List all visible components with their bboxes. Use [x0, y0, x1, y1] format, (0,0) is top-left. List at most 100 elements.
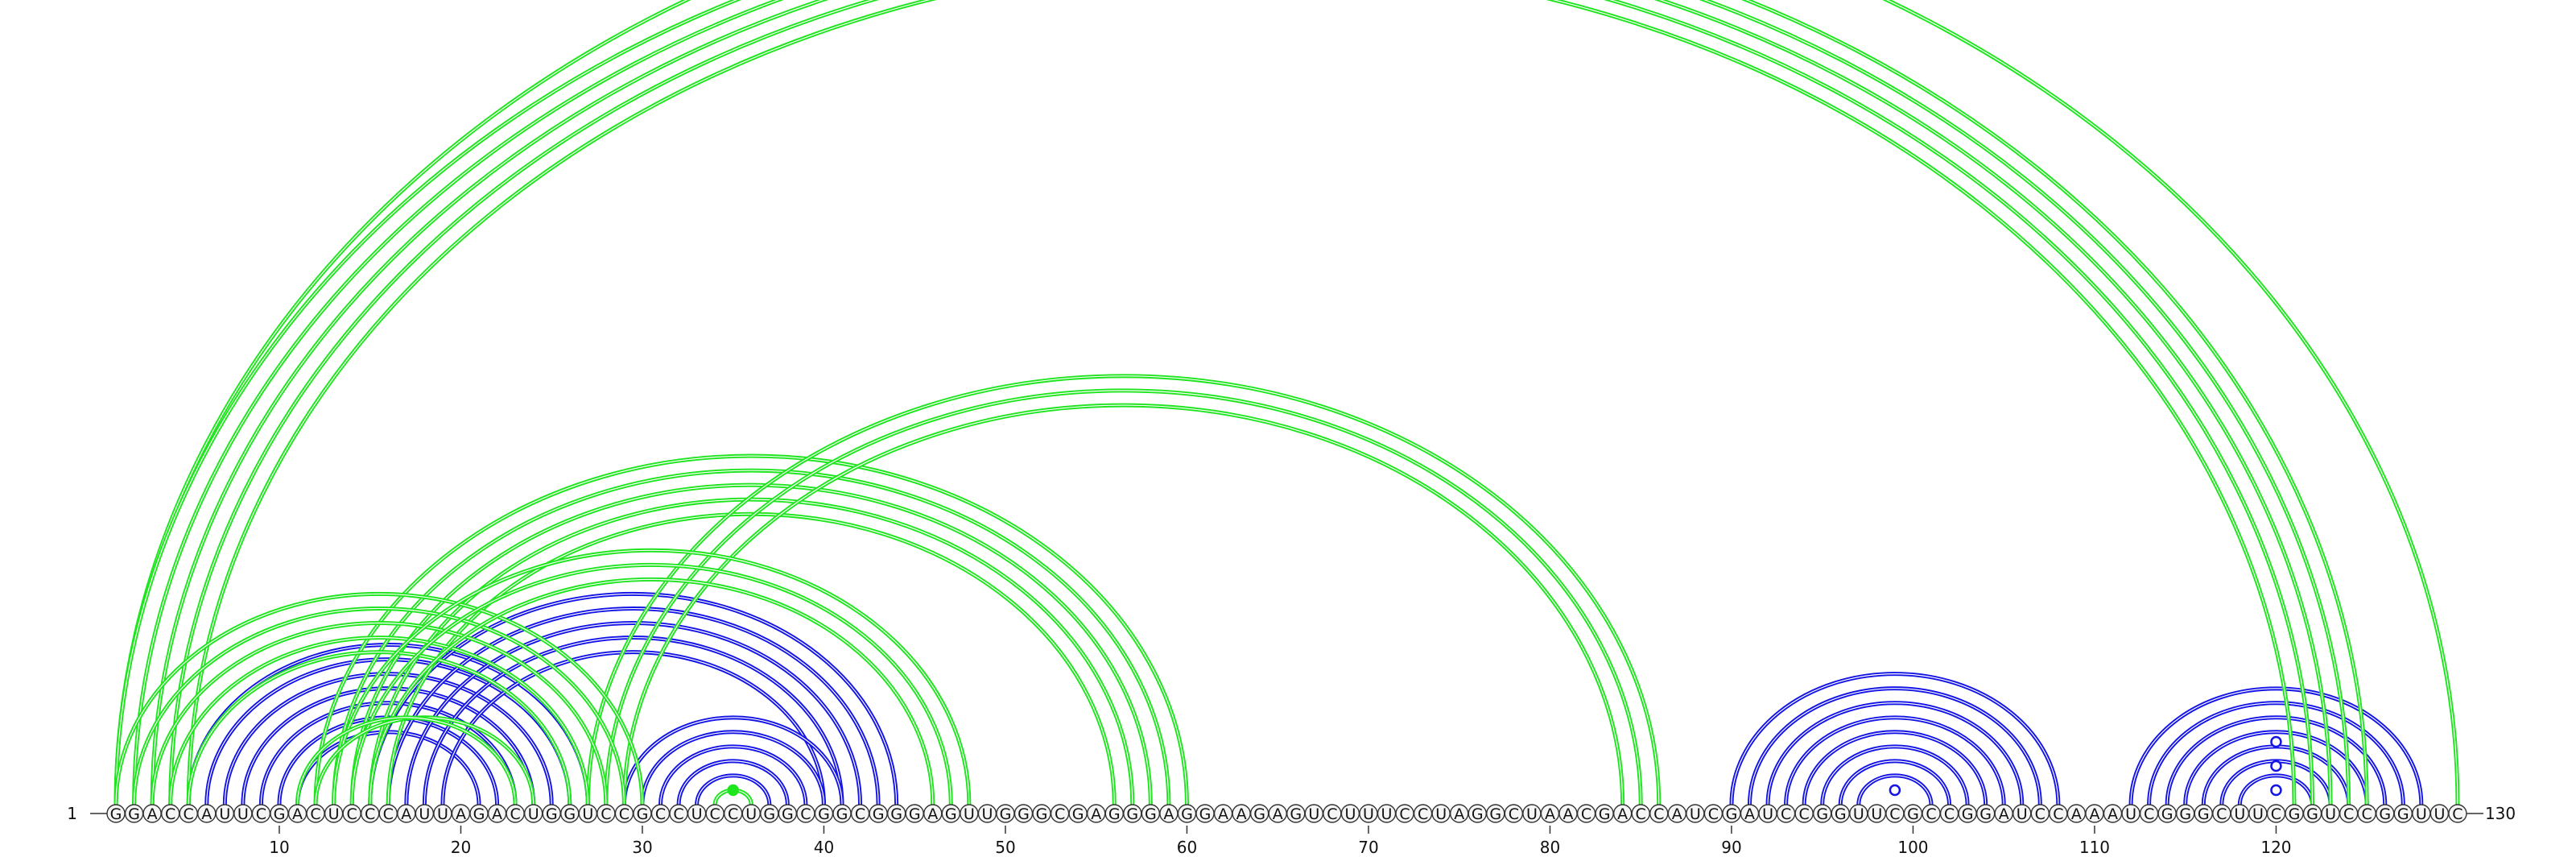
nucleotide-letter: G [1835, 805, 1847, 823]
nucleotide-letter: A [2071, 805, 2082, 823]
blue-pair-arc-core [2130, 688, 2422, 805]
nucleotide-letter: G [1036, 805, 1048, 823]
nucleotide: C [1776, 804, 1796, 823]
nucleotide-letter: A [1672, 805, 1682, 823]
nucleotide: C [2448, 804, 2467, 823]
nucleotide: G [886, 804, 906, 823]
nucleotide-letter: U [582, 805, 593, 823]
nucleotide-letter: G [1018, 805, 1030, 823]
nucleotide: A [1667, 804, 1687, 823]
tick-label: 20 [451, 838, 471, 857]
nucleotide-letter: C [1399, 805, 1410, 823]
nucleotide: G [106, 804, 126, 823]
nucleotide-letter: G [110, 805, 122, 823]
nucleotide-letter: A [401, 805, 411, 823]
nucleotide: C [179, 804, 198, 823]
nucleotide: G [1595, 804, 1614, 823]
nucleotide: C [2049, 804, 2068, 823]
nucleotide-letter: U [328, 805, 340, 823]
nucleotide-letter: G [2306, 805, 2318, 823]
nucleotide: G [1958, 804, 1977, 823]
green-pair-arc-core [115, 593, 643, 805]
pair-marker [727, 784, 739, 797]
nucleotide-letter: U [1762, 805, 1773, 823]
nucleotide: G [1812, 804, 1832, 823]
nucleotide-letter: U [2325, 805, 2336, 823]
nucleotide: C [669, 804, 688, 823]
nucleotide-letter: G [1199, 805, 1212, 823]
nucleotide-letter: C [655, 805, 666, 823]
blue-pair-arc-core [1803, 731, 1987, 805]
nucleotide-letter: G [1290, 805, 1302, 823]
nucleotide-letter: A [1273, 805, 1283, 823]
blue-pair-arc-core [2185, 731, 2368, 805]
nucleotide-letter: C [2144, 805, 2154, 823]
nucleotide-letter: A [1563, 805, 1574, 823]
nucleotide: U [741, 804, 761, 823]
nucleotide-letter: U [2416, 805, 2427, 823]
nucleotide-letter: G [2179, 805, 2191, 823]
nucleotide: U [523, 804, 543, 823]
nucleotide-letter: U [2434, 805, 2445, 823]
nucleotide-letter: A [1744, 805, 1755, 823]
nucleotide-letter: U [437, 805, 448, 823]
nucleotide-letter: G [564, 805, 576, 823]
nucleotide: U [960, 804, 979, 823]
nucleotide-letter: C [2362, 805, 2372, 823]
nucleotide-letter: U [1308, 805, 1319, 823]
nucleotide-letter: C [256, 805, 266, 823]
blue-pair-arc-core [678, 760, 788, 805]
nucleotide-letter: G [637, 805, 649, 823]
nucleotide-letter: U [419, 805, 430, 823]
green-pair-arc-core [605, 390, 1641, 805]
green-pair-arc-core [333, 470, 1170, 805]
nucleotide-letter: G [1181, 805, 1193, 823]
nucleotide: G [1249, 804, 1269, 823]
green-pair-arc-core [133, 0, 2350, 805]
nucleotide-letter: U [1526, 805, 1538, 823]
nucleotide: C [1576, 804, 1596, 823]
nucleotide: C [724, 804, 743, 823]
pair-marker [2270, 735, 2282, 748]
axis-ticks: 10 20 30 40 50 60 70 80 90 100 110 120 [269, 826, 2292, 857]
nucleotide: A [1540, 804, 1560, 823]
nucleotide-letter: A [1617, 805, 1628, 823]
blue-pair-arc-core [260, 702, 516, 805]
nucleotide: C [2357, 804, 2376, 823]
nucleotide-letter: C [1418, 805, 1428, 823]
nucleotide: U [324, 804, 344, 823]
nucleotide: G [1286, 804, 1306, 823]
nucleotide-letter: C [365, 805, 375, 823]
nucleotide-letter: U [219, 805, 230, 823]
blue-pair-arc-core [1785, 717, 2004, 805]
nucleotide: C [1922, 804, 1941, 823]
nucleotide-letter: G [1108, 805, 1121, 823]
nucleotide: A [1086, 804, 1106, 823]
nucleotide: G [1104, 804, 1124, 823]
nucleotide: C [1703, 804, 1724, 823]
nucleotide: C [251, 804, 271, 823]
nucleotide-letter: G [818, 805, 830, 823]
nucleotide: C [1395, 804, 1414, 823]
nucleotide: C [2212, 804, 2231, 823]
nucleotide-letter: U [964, 805, 975, 823]
nucleotide: U [233, 804, 253, 823]
nucleotide-letter: U [1363, 805, 1374, 823]
nucleotide: A [1449, 804, 1469, 823]
nucleotide: U [415, 804, 435, 823]
nucleotide: C [796, 804, 815, 823]
green-pair-arc-core [333, 549, 970, 805]
nucleotide: C [1050, 804, 1070, 823]
tick-label: 50 [995, 838, 1015, 857]
nucleotide-letter: A [1454, 805, 1464, 823]
green-pair-arc-core [170, 0, 2314, 805]
nucleotide-letter: U [1871, 805, 1882, 823]
nucleotide: U [433, 804, 452, 823]
green-pair-arc-core [170, 637, 588, 805]
nucleotide: A [1994, 804, 2013, 823]
nucleotide-letter: C [619, 805, 630, 823]
nucleotide-letter: G [1599, 805, 1611, 823]
tick-label: 80 [1540, 838, 1560, 857]
nucleotide-letter: U [691, 805, 703, 823]
nucleotide: G [2194, 804, 2213, 823]
